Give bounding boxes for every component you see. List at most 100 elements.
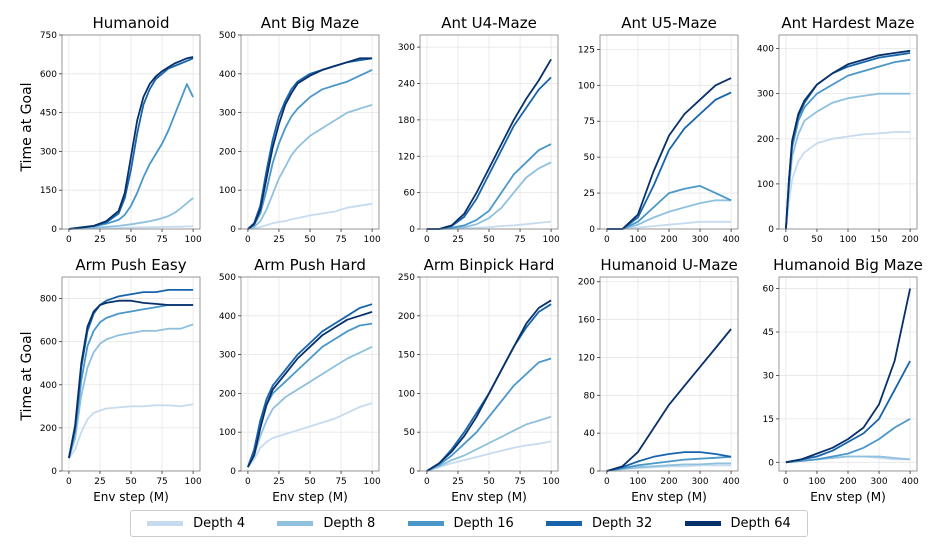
series-depth-32 bbox=[606, 451, 732, 472]
x-tick-label: 300 bbox=[691, 235, 708, 245]
x-tick-label: 50 bbox=[125, 477, 137, 487]
series-depth-8 bbox=[247, 103, 373, 230]
series-depth-4 bbox=[68, 225, 194, 230]
y-tick-label: 0 bbox=[230, 225, 236, 235]
x-tick-label: 100 bbox=[839, 235, 856, 245]
series-depth-4 bbox=[785, 131, 911, 230]
y-tick-label: 100 bbox=[219, 186, 236, 196]
y-tick-label: 40 bbox=[584, 429, 596, 439]
series-depth-64 bbox=[247, 311, 373, 468]
legend-item-depth-4: Depth 4 bbox=[147, 516, 245, 531]
legend-item-depth-8: Depth 8 bbox=[277, 516, 375, 531]
y-tick-label: 300 bbox=[398, 43, 415, 53]
x-tick-label: 100 bbox=[543, 477, 560, 487]
y-tick-label: 160 bbox=[578, 316, 595, 326]
y-tick-label: 400 bbox=[219, 312, 236, 322]
y-tick-label: 600 bbox=[40, 338, 57, 348]
panel-title: Ant Hardest Maze bbox=[781, 14, 914, 32]
panel-title: Ant U5-Maze bbox=[621, 14, 717, 32]
legend-item-depth-32: Depth 32 bbox=[546, 516, 652, 531]
y-tick-label: 80 bbox=[584, 391, 596, 401]
y-tick-label: 200 bbox=[219, 389, 236, 399]
panel-humanoid: 0 25 50 75 100 0 150 300 450 600 750 Humanoid bbox=[40, 14, 202, 245]
y-tick-label: 25 bbox=[584, 189, 595, 199]
x-tick-label: 300 bbox=[870, 477, 887, 487]
x-tick-label: 200 bbox=[660, 235, 677, 245]
x-tick-label: 100 bbox=[543, 235, 560, 245]
x-tick-label: 200 bbox=[839, 477, 856, 487]
x-tick-label: 0 bbox=[783, 477, 789, 487]
x-tick-label: 100 bbox=[185, 477, 202, 487]
legend-swatch bbox=[684, 521, 721, 526]
panel-title: Ant Big Maze bbox=[261, 14, 359, 32]
x-tick-label: 100 bbox=[185, 235, 202, 245]
series-depth-16 bbox=[606, 184, 732, 230]
series-depth-16 bbox=[606, 455, 732, 472]
panel-title: Humanoid Big Maze bbox=[773, 256, 923, 274]
x-tick-label: 0 bbox=[245, 477, 251, 487]
x-tick-label: 100 bbox=[364, 235, 381, 245]
series-depth-64 bbox=[68, 56, 194, 230]
y-tick-label: 100 bbox=[398, 389, 415, 399]
x-tick-label: 0 bbox=[424, 477, 430, 487]
panel-humanoid-u-maze: 0 100 200 300 400 0 40 80 120 160 200 Humanoid U-Ma… bbox=[578, 256, 740, 504]
y-tick-label: 150 bbox=[40, 186, 57, 196]
series-depth-8 bbox=[68, 197, 194, 230]
x-tick-label: 75 bbox=[514, 477, 525, 487]
x-tick-label: 100 bbox=[808, 477, 825, 487]
y-tick-label: 100 bbox=[757, 180, 774, 190]
series-depth-16 bbox=[426, 143, 552, 230]
x-axis-label: Env step (M) bbox=[93, 490, 169, 504]
y-tick-label: 200 bbox=[40, 424, 57, 434]
series-depth-8 bbox=[247, 345, 373, 468]
y-tick-label: 0 bbox=[51, 467, 57, 477]
series-depth-64 bbox=[68, 299, 194, 459]
x-tick-label: 100 bbox=[629, 235, 646, 245]
x-tick-label: 50 bbox=[304, 235, 316, 245]
y-tick-label: 125 bbox=[578, 45, 595, 55]
series-depth-16 bbox=[247, 69, 373, 230]
legend-item-depth-64: Depth 64 bbox=[684, 516, 791, 531]
x-tick-label: 25 bbox=[452, 477, 463, 487]
y-tick-label: 0 bbox=[768, 458, 774, 468]
y-tick-label: 30 bbox=[763, 371, 775, 381]
x-tick-label: 400 bbox=[723, 235, 740, 245]
x-tick-label: 75 bbox=[335, 477, 346, 487]
x-tick-label: 0 bbox=[245, 235, 251, 245]
y-tick-label: 0 bbox=[230, 467, 236, 477]
x-tick-label: 75 bbox=[514, 235, 525, 245]
x-tick-label: 25 bbox=[452, 235, 463, 245]
x-tick-label: 25 bbox=[273, 235, 284, 245]
y-axis-label-bottom: Time at Goal bbox=[19, 331, 35, 421]
panel-humanoid-big-maze: 0 100 200 300 400 0 15 30 45 60 Humanoid Big Maze E… bbox=[763, 256, 923, 504]
x-tick-label: 100 bbox=[629, 477, 646, 487]
y-tick-label: 200 bbox=[578, 278, 595, 288]
y-tick-label: 60 bbox=[763, 285, 775, 295]
y-tick-label: 200 bbox=[219, 147, 236, 157]
legend-label: Depth 32 bbox=[592, 516, 653, 531]
y-tick-label: 240 bbox=[398, 80, 415, 90]
x-tick-label: 25 bbox=[94, 235, 105, 245]
series-depth-64 bbox=[606, 328, 732, 472]
panel-title: Arm Push Easy bbox=[75, 256, 186, 274]
y-tick-label: 0 bbox=[589, 225, 595, 235]
series-depth-16 bbox=[426, 357, 552, 472]
legend-label: Depth 16 bbox=[453, 516, 514, 531]
x-tick-label: 0 bbox=[66, 477, 72, 487]
y-tick-label: 500 bbox=[219, 273, 236, 283]
x-tick-label: 0 bbox=[783, 235, 789, 245]
series-depth-64 bbox=[785, 288, 911, 464]
y-tick-label: 300 bbox=[40, 147, 57, 157]
x-tick-label: 75 bbox=[156, 235, 167, 245]
y-tick-label: 200 bbox=[757, 135, 774, 145]
x-tick-label: 75 bbox=[156, 477, 167, 487]
series-depth-4 bbox=[68, 403, 194, 459]
y-tick-label: 300 bbox=[757, 90, 774, 100]
y-tick-label: 120 bbox=[398, 152, 415, 162]
y-tick-label: 750 bbox=[40, 31, 57, 41]
y-tick-label: 450 bbox=[40, 109, 57, 119]
x-tick-label: 75 bbox=[335, 235, 346, 245]
x-tick-label: 50 bbox=[811, 235, 823, 245]
y-tick-label: 250 bbox=[398, 273, 415, 283]
